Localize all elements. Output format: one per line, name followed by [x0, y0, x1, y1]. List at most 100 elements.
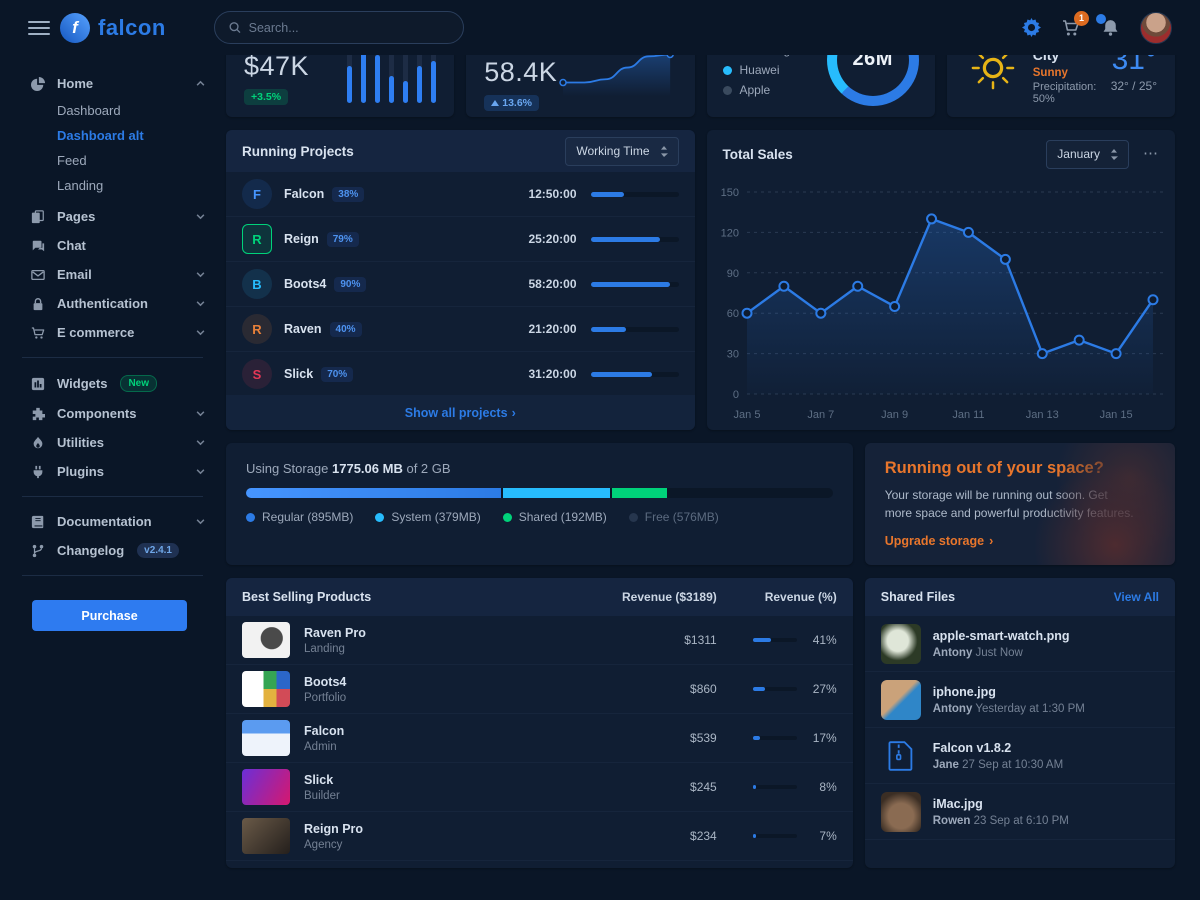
- bell-icon[interactable]: [1096, 14, 1120, 37]
- legend-item: Apple: [722, 83, 808, 97]
- project-row[interactable]: R Reign 79% 25:20:00: [226, 217, 695, 262]
- divider: [22, 575, 203, 576]
- cart-icon[interactable]: 1: [1061, 10, 1089, 38]
- weather-condition: Sunny: [1032, 67, 1068, 79]
- product-row: Boots4 Portfolio $860 27%: [226, 665, 853, 714]
- product-category[interactable]: Agency: [304, 838, 343, 851]
- product-name[interactable]: Raven Pro: [304, 625, 366, 640]
- sidebar-item-dashboard-alt[interactable]: Dashboard alt: [57, 128, 144, 143]
- product-thumbnail: [242, 720, 290, 756]
- pct-bar: [752, 834, 797, 838]
- svg-text:120: 120: [720, 227, 738, 239]
- sidebar-item-label: Components: [57, 406, 137, 421]
- project-name[interactable]: Slick: [284, 367, 314, 381]
- sidebar-item-components[interactable]: Components: [0, 399, 225, 428]
- sidebar-item-feed[interactable]: Feed: [57, 153, 87, 168]
- product-category[interactable]: Admin: [304, 740, 337, 753]
- pct-bar-fill: [752, 785, 757, 789]
- product-revenue: $860: [690, 682, 717, 696]
- chevron-down-icon: [196, 467, 205, 476]
- svg-text:Jan 7: Jan 7: [807, 409, 834, 421]
- view-all-link[interactable]: View All: [1113, 590, 1159, 604]
- weekly-sales-value: $47K: [244, 51, 310, 81]
- product-name[interactable]: Reign Pro: [304, 821, 364, 836]
- sidebar-item-plugins[interactable]: Plugins: [0, 457, 225, 486]
- project-name[interactable]: Boots4: [284, 277, 327, 291]
- sidebar-item-changelog[interactable]: Changelog v2.4.1: [0, 536, 225, 565]
- search-input[interactable]: [248, 20, 449, 35]
- upgrade-storage-link[interactable]: Upgrade storage ›: [884, 534, 994, 548]
- product-category[interactable]: Portfolio: [304, 691, 347, 704]
- show-all-projects-link[interactable]: Show all projects ›: [226, 395, 695, 430]
- project-name[interactable]: Reign: [284, 232, 319, 246]
- product-name[interactable]: Slick: [304, 772, 334, 787]
- file-meta: Jane 27 Sep at 10:30 AM: [932, 758, 1064, 771]
- product-category[interactable]: Builder: [304, 789, 340, 802]
- sidebar-item-dashboard[interactable]: Dashboard: [57, 103, 121, 118]
- pct-bar: [752, 736, 797, 740]
- total-sales-menu-icon[interactable]: ⋯: [1143, 145, 1159, 162]
- menu-toggle-icon[interactable]: [28, 17, 50, 39]
- weather-precipitation: Precipitation: 50%: [1032, 81, 1097, 105]
- settings-gear-icon[interactable]: [1022, 18, 1041, 37]
- sidebar-item-chat[interactable]: Chat: [0, 231, 225, 260]
- project-row[interactable]: R Raven 40% 21:20:00: [226, 307, 695, 352]
- working-time-select[interactable]: Working Time: [565, 136, 679, 166]
- best-selling-title: Best Selling Products: [242, 590, 372, 604]
- chat-icon: [30, 239, 46, 253]
- total-sales-title: Total Sales: [722, 146, 793, 162]
- product-name[interactable]: Falcon: [304, 723, 345, 738]
- bar-fill: [417, 65, 423, 103]
- svg-text:90: 90: [726, 268, 738, 280]
- sidebar-item-landing[interactable]: Landing: [57, 178, 104, 193]
- sidebar-item-home[interactable]: Home: [0, 69, 225, 98]
- file-info: iMac.jpg Rowen 23 Sep at 6:10 PM: [933, 797, 1069, 827]
- sidebar-item-widgets[interactable]: Widgets New: [0, 368, 225, 399]
- sidebar-item-label: Changelog: [57, 543, 125, 558]
- bar: [347, 31, 353, 103]
- sidebar-item-pages[interactable]: Pages: [0, 202, 225, 231]
- project-row[interactable]: S Slick 70% 31:20:00: [226, 352, 695, 397]
- product-category[interactable]: Landing: [304, 642, 345, 655]
- file-name[interactable]: Falcon v1.8.2: [932, 740, 1012, 755]
- project-row[interactable]: B Boots4 90% 58:20:00: [226, 262, 695, 307]
- product-name[interactable]: Boots4: [304, 674, 347, 689]
- legend-item: Huawei: [722, 63, 808, 77]
- sidebar-item-documentation[interactable]: Documentation: [0, 507, 225, 536]
- file-name[interactable]: iphone.jpg: [932, 684, 996, 699]
- sort-arrows-icon: [1111, 148, 1118, 160]
- storage-used: 1775.06 MB: [332, 461, 403, 476]
- project-time: 31:20:00: [528, 367, 577, 381]
- sidebar-item-e-commerce[interactable]: E commerce: [0, 318, 225, 347]
- svg-text:Jan 5: Jan 5: [733, 409, 760, 421]
- sidebar-item-utilities[interactable]: Utilities: [0, 428, 225, 457]
- project-row[interactable]: F Falcon 38% 12:50:00: [226, 172, 695, 217]
- notification-dot: [1096, 14, 1106, 24]
- file-name[interactable]: iMac.jpg: [932, 796, 983, 811]
- falcon-logo[interactable]: f falcon: [60, 12, 166, 43]
- file-name[interactable]: apple-smart-watch.png: [932, 628, 1070, 643]
- month-select[interactable]: January: [1046, 139, 1129, 169]
- project-name[interactable]: Falcon: [284, 187, 325, 201]
- user-avatar[interactable]: [1140, 11, 1172, 44]
- storage-label: Using Storage 1775.06 MB of 2 GB: [246, 461, 451, 476]
- zip-file-icon: [881, 736, 921, 776]
- falcon-logo-icon: f: [60, 12, 90, 43]
- sidebar-item-email[interactable]: Email: [0, 260, 225, 289]
- chevron-down-icon: [196, 299, 205, 308]
- purchase-button[interactable]: Purchase: [32, 600, 187, 631]
- project-progress-badge: 70%: [321, 366, 354, 382]
- sidebar-item-authentication[interactable]: Authentication: [0, 289, 225, 318]
- project-name[interactable]: Raven: [284, 322, 322, 336]
- widgets-icon: [30, 377, 46, 391]
- chevron-right-icon: ›: [989, 534, 994, 548]
- pct-bar: [752, 687, 797, 691]
- pct-bar-fill: [752, 834, 756, 838]
- pct-value: 27%: [812, 682, 837, 696]
- file-row: iphone.jpg Antony Yesterday at 1:30 PM: [864, 672, 1175, 728]
- pages-icon: [30, 209, 46, 224]
- chart-pie-icon: [30, 76, 46, 91]
- project-progress-bar: [590, 236, 679, 242]
- sidebar-item-label: Documentation: [57, 514, 152, 529]
- search-box[interactable]: [213, 11, 464, 44]
